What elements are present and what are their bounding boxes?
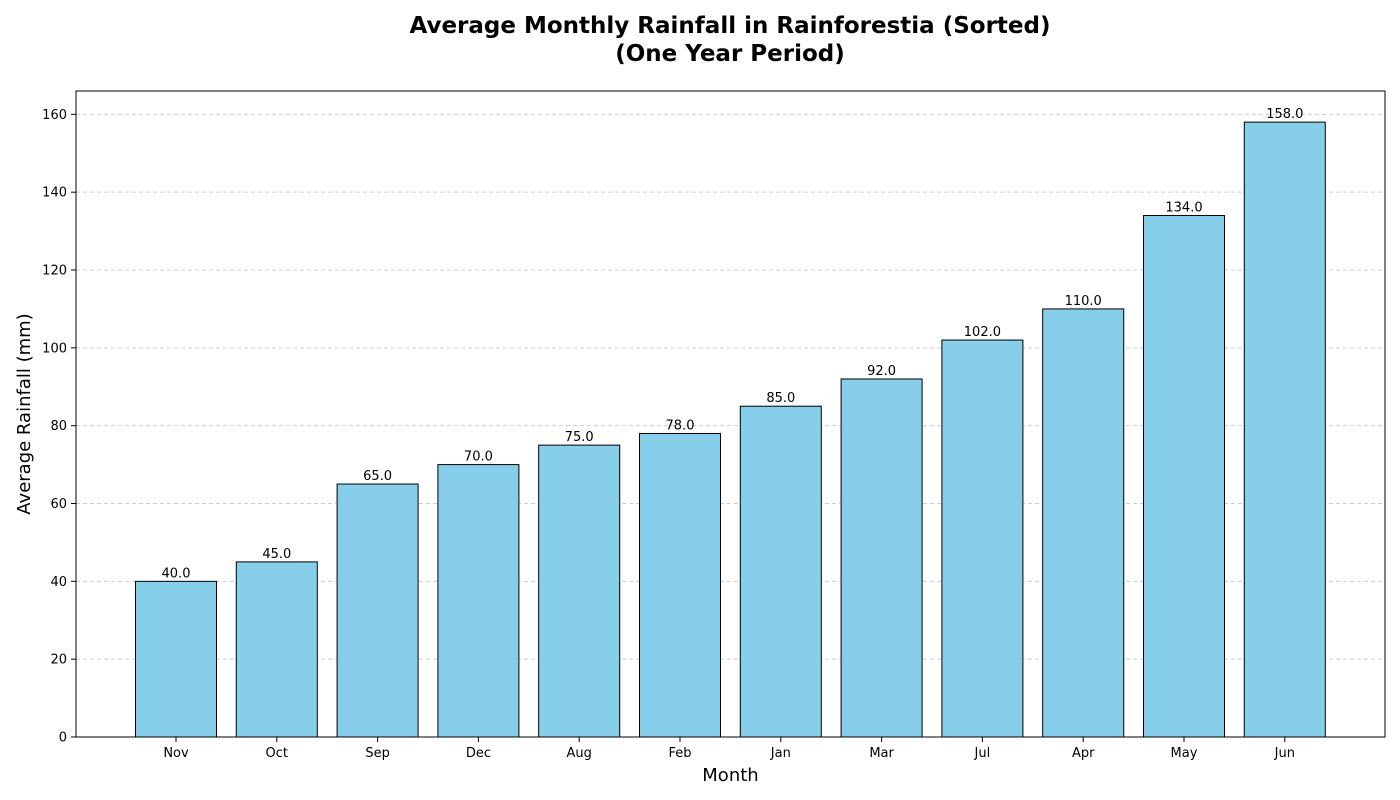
x-tick-label: Jul: [974, 746, 991, 761]
bar-value-label: 158.0: [1266, 107, 1303, 122]
y-tick-label: 80: [50, 419, 67, 434]
y-tick-label: 0: [59, 731, 67, 746]
plot-area-frame: [75, 90, 1386, 738]
bar-jul: [941, 339, 1024, 738]
bar-value-label: 134.0: [1165, 201, 1202, 216]
y-tick-label: 60: [50, 497, 67, 512]
x-tick-label: Sep: [365, 746, 390, 761]
bar-jan: [739, 405, 822, 738]
bar-sep: [336, 483, 419, 738]
bar-jun: [1243, 121, 1326, 738]
y-tick-label: 120: [42, 264, 67, 279]
y-tick-label: 160: [42, 108, 67, 123]
bar-may: [1143, 215, 1225, 738]
bars: [135, 121, 1326, 738]
bar-value-label: 110.0: [1065, 294, 1102, 309]
bar-value-label: 75.0: [565, 430, 594, 445]
x-tick-label: Nov: [163, 746, 189, 761]
x-tick-label: Dec: [466, 746, 491, 761]
bar-value-label: 65.0: [363, 469, 392, 484]
y-tick-label: 20: [50, 653, 67, 668]
bar-aug: [538, 444, 621, 738]
bar-dec: [437, 464, 520, 738]
bar-value-labels: 40.0 45.0 65.0 70.0 75.0 78.0 85.0 92.0 102.0 110…: [162, 107, 1304, 581]
x-axis-ticks: Nov Oct Sep Dec Aug Feb Jan Mar Jul Apr May Jun: [163, 737, 1295, 761]
x-tick-label: May: [1171, 746, 1198, 761]
y-axis-ticks: 0 20 40 60 80 100 120 140 160: [42, 108, 76, 746]
bar-oct: [235, 561, 318, 738]
bar-nov: [135, 580, 217, 738]
bar-value-label: 45.0: [262, 547, 291, 562]
chart-title-line-1: Average Monthly Rainfall in Rainforestia…: [409, 13, 1051, 39]
bar-value-label: 85.0: [766, 391, 795, 406]
x-axis-label: Month: [702, 765, 758, 786]
y-tick-label: 140: [42, 186, 67, 201]
x-tick-label: Oct: [266, 746, 288, 761]
bar-feb: [639, 432, 721, 738]
bar-value-label: 70.0: [464, 450, 493, 465]
x-tick-label: Apr: [1072, 746, 1095, 761]
x-tick-label: Jun: [1274, 746, 1295, 761]
bar-value-label: 92.0: [867, 364, 896, 379]
bar-value-label: 40.0: [162, 566, 191, 581]
x-tick-label: Feb: [668, 746, 691, 761]
y-axis-label: Average Rainfall (mm): [14, 313, 35, 514]
bar-value-label: 78.0: [666, 418, 695, 433]
y-tick-label: 100: [42, 341, 67, 356]
bar-mar: [840, 378, 923, 738]
x-tick-label: Aug: [567, 746, 592, 761]
chart-title-line-2: (One Year Period): [615, 41, 845, 67]
x-tick-label: Jan: [770, 746, 791, 761]
x-tick-label: Mar: [869, 746, 894, 761]
bar-apr: [1042, 308, 1125, 738]
y-tick-label: 40: [50, 575, 67, 590]
bar-value-label: 102.0: [964, 325, 1001, 340]
